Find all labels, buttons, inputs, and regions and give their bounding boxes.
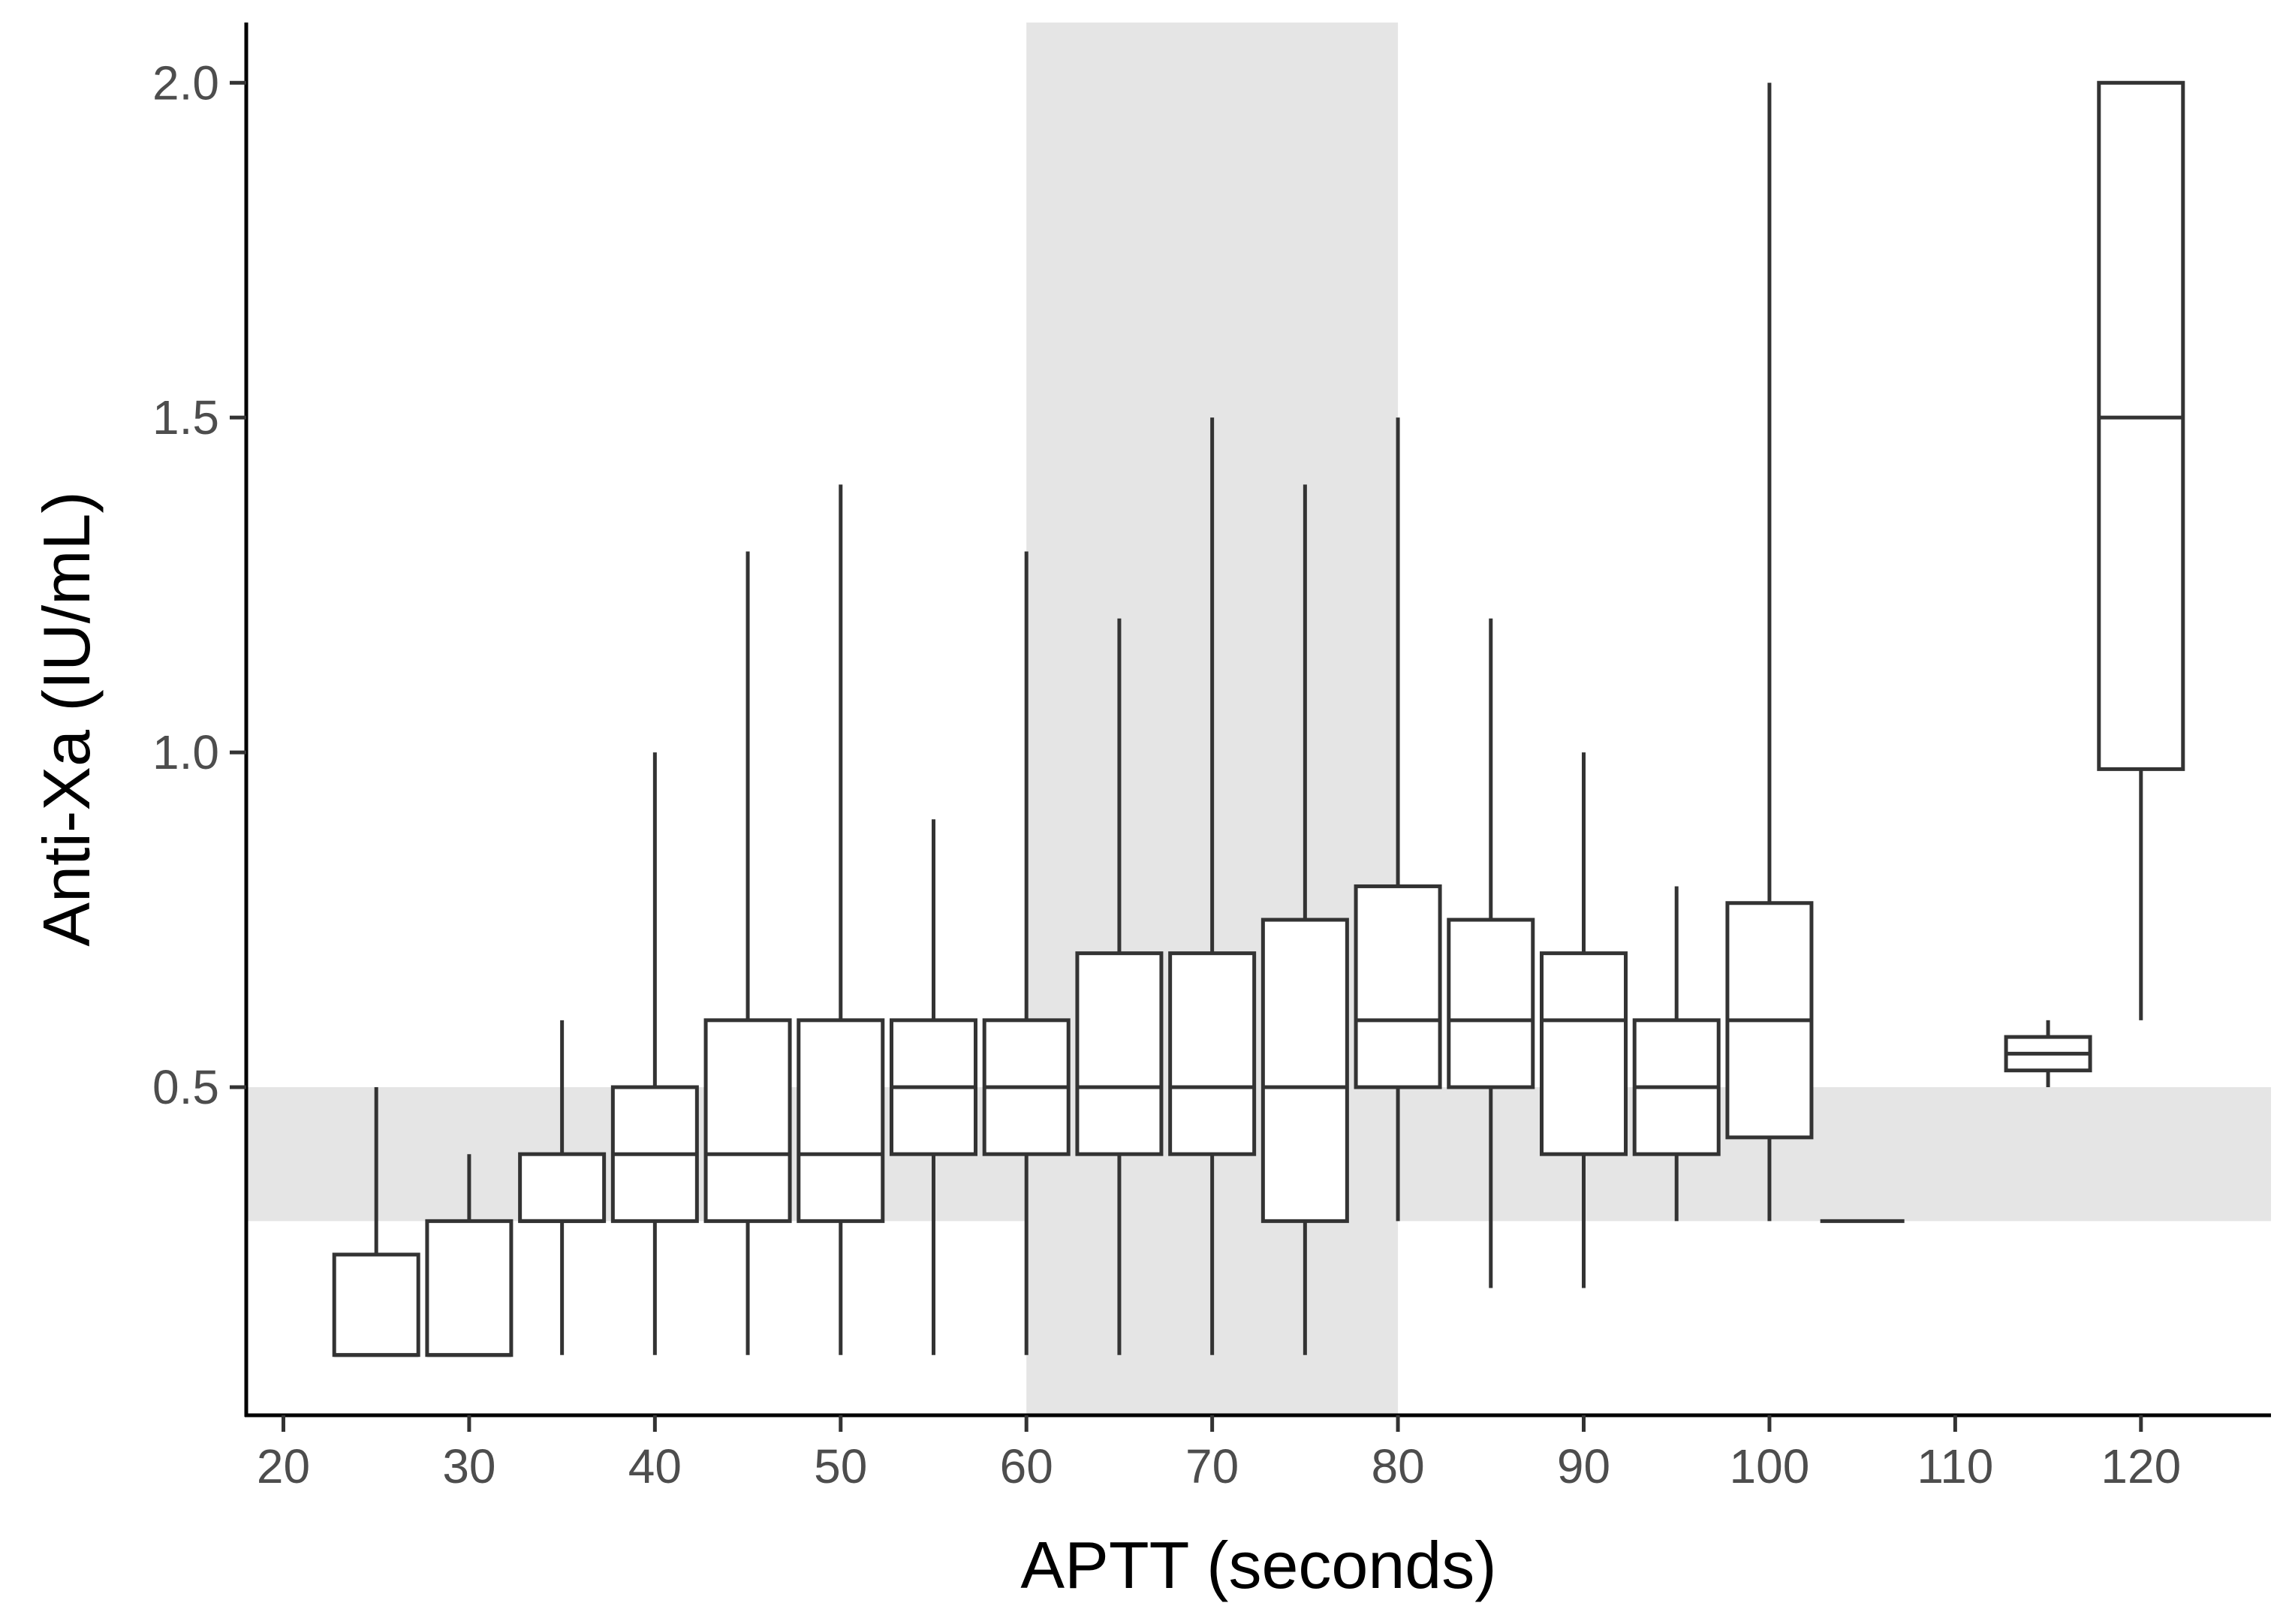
- box-aptt-50: [797, 484, 885, 1355]
- box-group: [332, 80, 2185, 1357]
- box-aptt-70: [1168, 417, 1257, 1355]
- x-tick-label-20: 20: [257, 1439, 310, 1493]
- box-body-90: [1540, 951, 1628, 1156]
- box-body-30: [425, 1219, 514, 1357]
- box-body-35: [518, 1152, 607, 1223]
- x-axis-title: APTT (seconds): [1020, 1528, 1496, 1602]
- box-aptt-40: [610, 752, 699, 1355]
- box-aptt-100: [1725, 83, 1814, 1222]
- y-axis-title: Anti-Xa (IU/mL): [29, 491, 104, 946]
- tick-labels: 20 30 40 50 60 70 80 90 100 110 120 0.5 1.0 1.5 2.0: [152, 56, 2181, 1493]
- box-body-65: [1075, 951, 1164, 1156]
- x-tick-label-70: 70: [1185, 1439, 1239, 1493]
- box-aptt-85: [1447, 618, 1535, 1288]
- y-tick-label-1.5: 1.5: [152, 390, 219, 444]
- x-tick-label-80: 80: [1371, 1439, 1424, 1493]
- box-aptt-55: [889, 819, 977, 1355]
- box-body-45: [703, 1018, 792, 1223]
- box-aptt-95: [1632, 886, 1721, 1222]
- box-aptt-75: [1260, 484, 1349, 1355]
- box-aptt-115: [2004, 1020, 2092, 1088]
- y-tick-label-2.0: 2.0: [152, 56, 219, 110]
- box-aptt-65: [1075, 618, 1164, 1355]
- box-body-80: [1354, 884, 1442, 1089]
- x-tick-label-50: 50: [814, 1439, 867, 1493]
- y-tick-label-0.5: 0.5: [152, 1060, 219, 1114]
- x-tick-label-90: 90: [1557, 1439, 1610, 1493]
- box-body-75: [1260, 917, 1349, 1223]
- y-tick-label-1.0: 1.0: [152, 725, 219, 779]
- box-body-25: [332, 1252, 420, 1357]
- box-aptt-90: [1540, 752, 1628, 1288]
- box-aptt-30: [425, 1154, 514, 1357]
- box-aptt-35: [518, 1020, 607, 1355]
- axes: [230, 23, 2271, 1432]
- box-aptt-45: [703, 551, 792, 1355]
- box-aptt-25: [332, 1087, 420, 1357]
- box-body-50: [797, 1018, 885, 1223]
- x-tick-label-30: 30: [442, 1439, 495, 1493]
- box-aptt-120: [2097, 80, 2185, 1020]
- box-body-120: [2097, 80, 2185, 771]
- x-tick-label-120: 120: [2101, 1439, 2181, 1493]
- box-aptt-60: [982, 551, 1071, 1355]
- x-tick-label-60: 60: [1000, 1439, 1053, 1493]
- x-tick-label-110: 110: [1917, 1439, 1993, 1493]
- x-tick-label-40: 40: [628, 1439, 682, 1493]
- box-body-85: [1447, 917, 1535, 1089]
- x-tick-label-100: 100: [1730, 1439, 1810, 1493]
- box-body-70: [1168, 951, 1257, 1156]
- box-aptt-80: [1354, 417, 1442, 1222]
